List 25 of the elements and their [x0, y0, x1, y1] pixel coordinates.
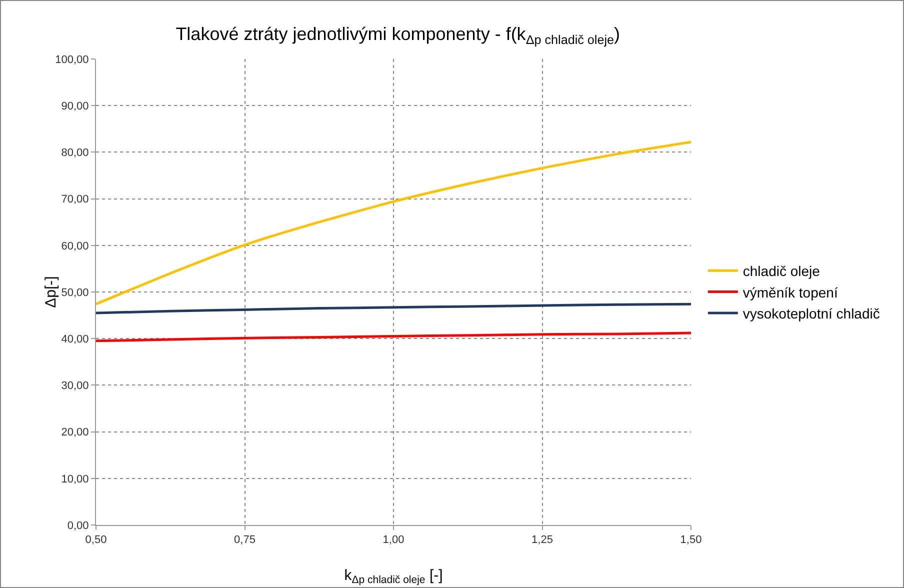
x-axis-title: k$_{Δp chladič oleje}$ [-] — [344, 567, 443, 586]
legend-label: chladič oleje — [742, 263, 820, 280]
y-tick-label: 0,00 — [67, 520, 89, 532]
legend-label: výměník topení — [742, 284, 838, 300]
x-tick-label: 1,25 — [532, 534, 553, 546]
y-tick-label: 50,00 — [61, 286, 89, 299]
line-series — [96, 140, 691, 306]
y-axis-title: Δp[-] — [42, 276, 60, 308]
x-tick-label: 1,50 — [680, 534, 702, 546]
x-tick-label: 0,75 — [234, 534, 256, 546]
line-series — [96, 302, 691, 314]
y-tick-label: 40,00 — [61, 333, 89, 346]
y-tick-label: 70,00 — [61, 194, 89, 206]
y-tick-label: 20,00 — [61, 426, 89, 439]
line-series — [96, 332, 691, 342]
x-tick-label: 1,00 — [382, 534, 404, 546]
chart-title: Tlakové ztráty jednotlivými komponenty - f(k$_{Δp chladič oleje}$) — [176, 24, 620, 47]
x-tick-label: 0,50 — [85, 534, 107, 546]
y-tick-label: 60,00 — [61, 240, 89, 252]
y-tick-label: 80,00 — [61, 147, 89, 160]
legend-label: vysokoteplotní chladič — [742, 305, 880, 322]
y-tick-label: 30,00 — [61, 380, 89, 392]
y-tick-label: 10,00 — [61, 473, 89, 486]
y-tick-label: 90,00 — [61, 100, 89, 112]
y-tick-label: 100,00 — [55, 54, 89, 66]
